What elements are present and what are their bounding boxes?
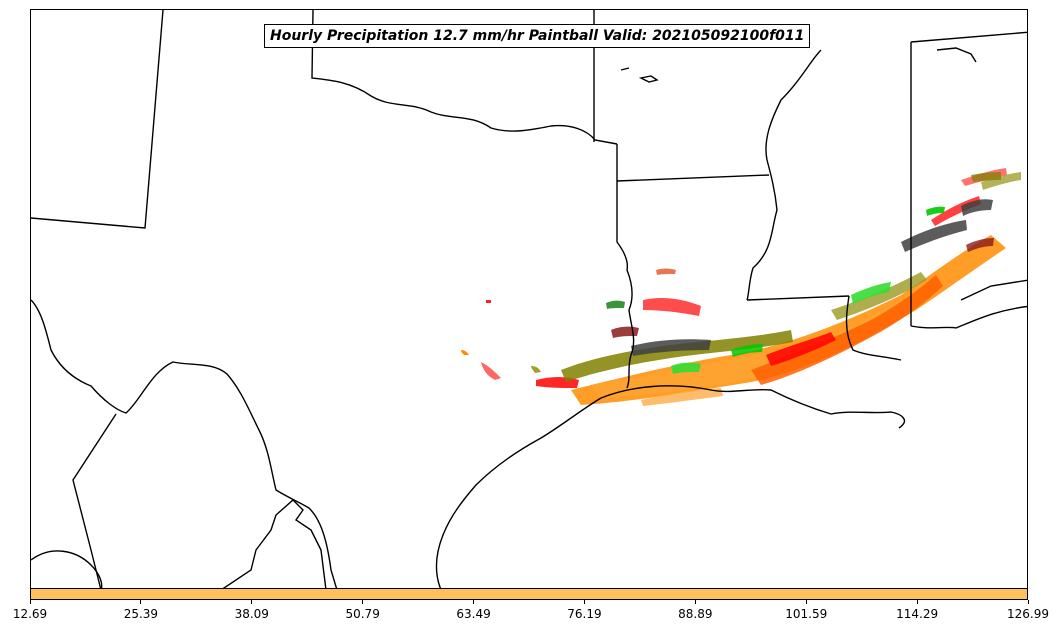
colorbar-tick-mark	[362, 600, 364, 604]
colorbar-tick-label: 101.59	[785, 607, 828, 621]
colorbar-tick-mark	[805, 600, 807, 604]
colorbar-tick-mark	[694, 600, 696, 604]
colorbar-tick-mark	[140, 600, 142, 604]
colorbar-tick-label: 25.39	[123, 607, 159, 621]
colorbar-tick-mark	[251, 600, 253, 604]
colorbar-tick-label: 38.09	[234, 607, 269, 621]
precip-paintball-layer	[461, 168, 1021, 406]
colorbar-tick-label: 12.69	[12, 607, 48, 621]
colorbar-tick-mark	[583, 600, 585, 604]
colorbar-tick-mark	[473, 600, 475, 604]
state-boundaries	[31, 10, 1027, 588]
map-title: Hourly Precipitation 12.7 mm/hr Paintbal…	[264, 24, 811, 48]
colorbar-tick-mark	[29, 600, 31, 604]
colorbar-tick-label: 50.79	[345, 607, 380, 621]
colorbar-ticks: 12.69 25.39 38.09 50.79 63.49 76.19 88.89 101.5…	[0, 600, 1062, 630]
colorbar-tick-mark	[916, 600, 918, 604]
colorbar-tick-label: 114.29	[896, 607, 939, 621]
colorbar-tick-label: 76.19	[567, 607, 602, 621]
map-canvas	[31, 10, 1027, 588]
map-panel: Hourly Precipitation 12.7 mm/hr Paintbal…	[30, 9, 1028, 589]
colorbar	[30, 588, 1028, 600]
colorbar-tick-label: 88.89	[678, 607, 713, 621]
colorbar-tick-label: 63.49	[456, 607, 491, 621]
colorbar-tick-mark	[1027, 600, 1029, 604]
colorbar-tick-label: 126.99	[1007, 607, 1049, 621]
